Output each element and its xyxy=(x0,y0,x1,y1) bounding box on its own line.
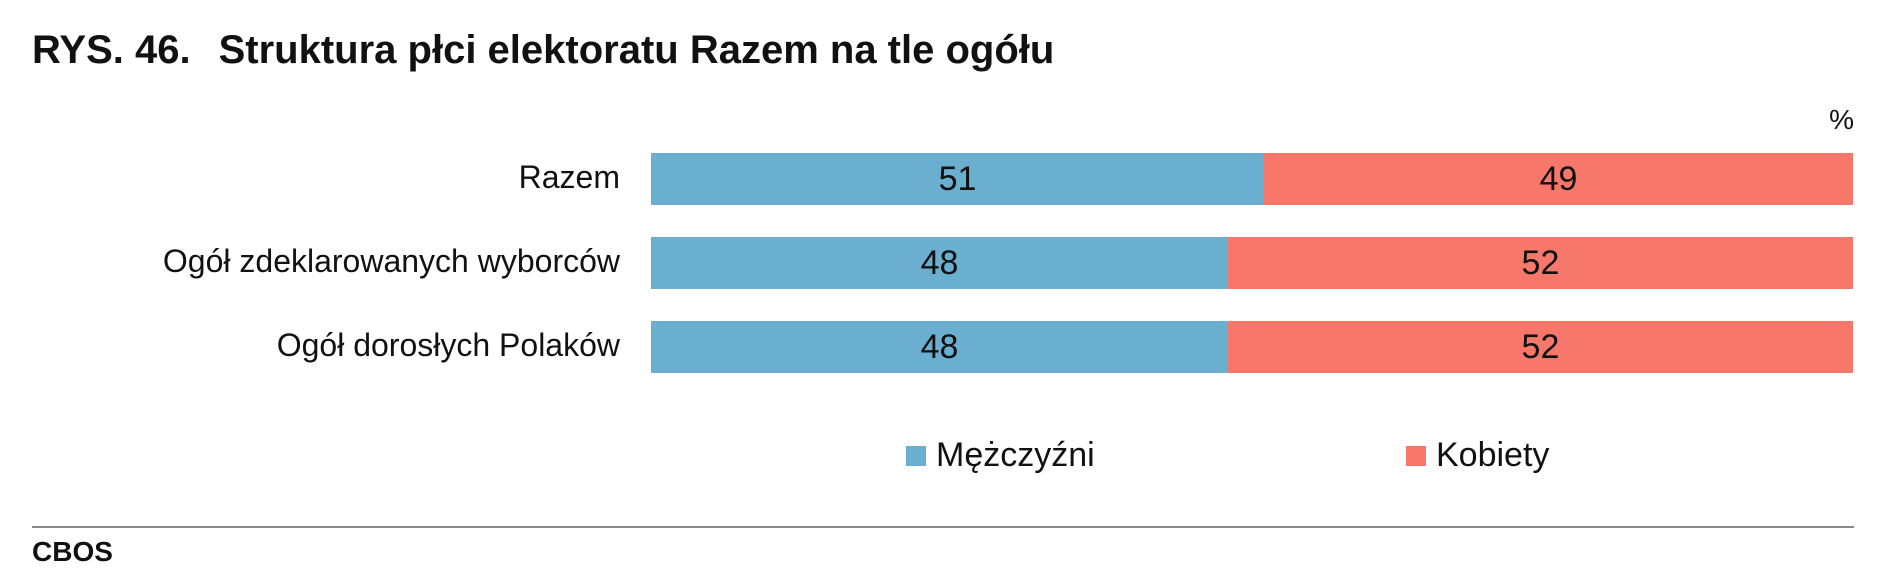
chart-title: RYS. 46. Struktura płci elektoratu Razem … xyxy=(32,28,1054,73)
category-label: Ogół zdeklarowanych wyborców xyxy=(162,243,620,279)
bar-segment-men xyxy=(651,321,1228,373)
bar-segment-women xyxy=(1264,153,1853,205)
data-label-men: 48 xyxy=(920,244,959,282)
legend-item-men: Mężczyźni xyxy=(906,436,1095,475)
legend-swatch-women xyxy=(1406,445,1426,466)
unit-label: % xyxy=(1829,104,1854,135)
source-label: CBOS xyxy=(32,536,113,567)
legend-label-men: Mężczyźni xyxy=(936,436,1095,474)
bar-segment-men xyxy=(651,153,1265,205)
category-label: Razem xyxy=(518,159,620,195)
footer-divider xyxy=(32,526,1854,528)
figure-number: RYS. 46. xyxy=(32,28,191,72)
legend-item-women: Kobiety xyxy=(1406,436,1549,475)
bar-segment-men xyxy=(651,237,1228,289)
data-label-women: 49 xyxy=(1539,160,1578,198)
bar-segment-women xyxy=(1227,321,1853,373)
data-label-men: 48 xyxy=(920,328,959,366)
data-label-women: 52 xyxy=(1521,328,1560,366)
legend-label-women: Kobiety xyxy=(1436,436,1550,474)
legend-swatch-men xyxy=(906,445,926,466)
data-label-men: 51 xyxy=(938,160,977,198)
figure-title: Struktura płci elektoratu Razem na tle o… xyxy=(218,28,1055,72)
data-label-women: 52 xyxy=(1521,244,1560,282)
bar-segment-women xyxy=(1227,237,1853,289)
category-label: Ogół dorosłych Polaków xyxy=(276,327,620,363)
